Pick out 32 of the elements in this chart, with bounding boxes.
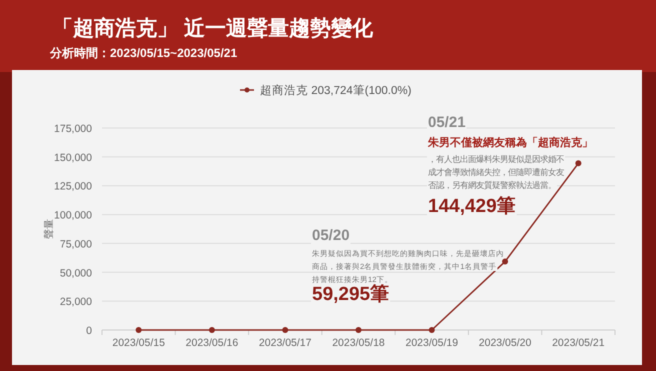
point <box>575 160 582 166</box>
y-tick-label: 75,000 <box>60 238 92 250</box>
point <box>136 327 142 333</box>
annotation: 59,295筆 <box>312 284 390 305</box>
y-tick-label: 50,000 <box>60 267 92 280</box>
y-tick-label: 150,000 <box>54 152 92 164</box>
annotation: 朱男不僅被網友稱為「超商浩克」 <box>427 136 593 149</box>
y-axis-title: 聲量 <box>43 219 55 239</box>
x-tick-label: 2023/05/16 <box>186 337 238 349</box>
x-tick-label: 2023/05/15 <box>112 337 166 349</box>
x-tick-label: 2023/05/19 <box>406 337 458 349</box>
chart-subtitle: 分析時間：2023/05/15~2023/05/21 <box>49 46 238 60</box>
y-tick-label: 100,000 <box>54 210 92 222</box>
legend-label: 超商浩克 203,724筆(100.0%) <box>260 83 412 97</box>
point <box>502 258 508 265</box>
annotation: 05/21 <box>428 114 466 131</box>
x-tick-label: 2023/05/17 <box>258 337 312 349</box>
annotation: 05/20 <box>312 227 350 244</box>
x-tick-label: 2023/05/18 <box>332 337 385 349</box>
y-tick-label: 175,000 <box>54 123 92 135</box>
annotation: ，有人也出面爆料朱男疑似是因求婚不成才會導致情緒失控，但隨即遭前女友否認，另有網友質疑警察執法過當。 <box>428 154 564 190</box>
point <box>282 327 288 333</box>
point <box>428 327 435 333</box>
x-tick-label: 2023/05/20 <box>478 337 532 349</box>
point <box>356 327 362 333</box>
chart-title: 「超商浩克」 近一週聲量趨勢變化 <box>52 16 374 40</box>
x-tick-label: 2023/05/21 <box>552 337 605 349</box>
y-tick-label: 0 <box>86 325 92 337</box>
annotation: 144,429筆 <box>428 196 516 217</box>
y-tick-label: 125,000 <box>54 180 92 193</box>
point <box>208 327 215 333</box>
y-tick-label: 25,000 <box>60 296 92 308</box>
